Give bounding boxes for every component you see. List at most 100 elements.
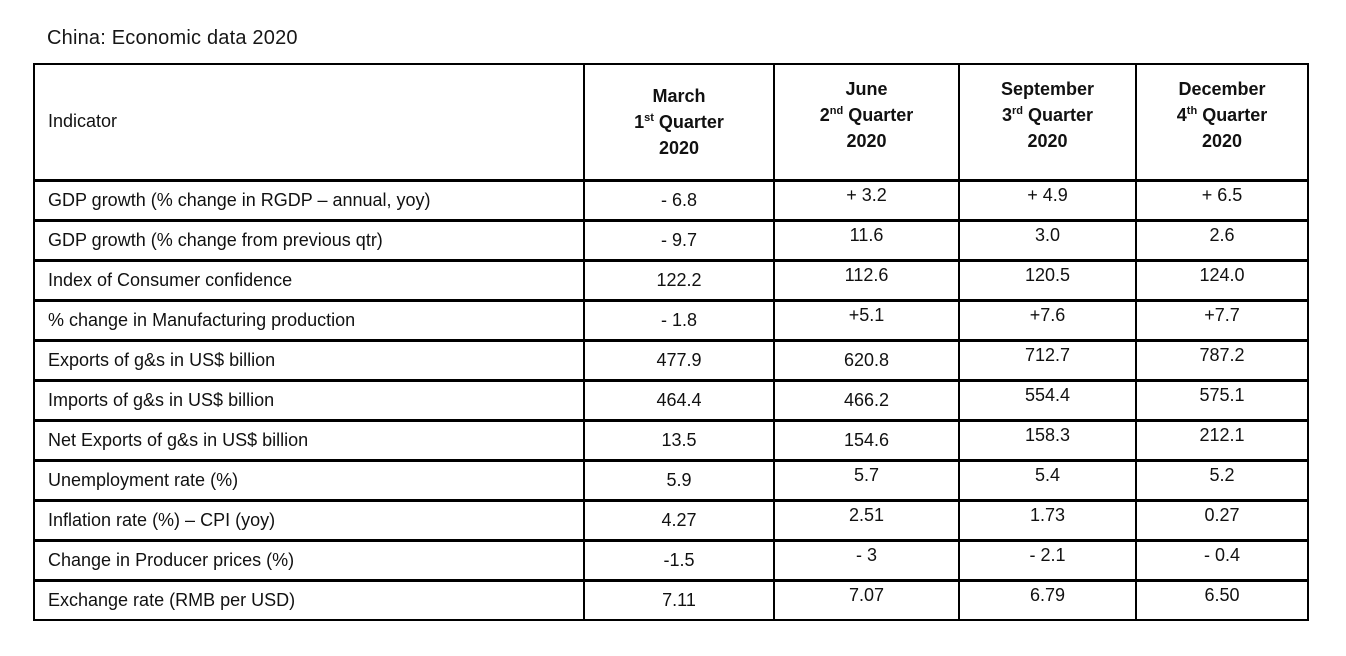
value-cell-december: 0.27 xyxy=(1135,498,1309,541)
value-cell-september: 5.4 xyxy=(958,458,1137,501)
table-row-imports: Imports of g&s in US$ billion 464.4 466.… xyxy=(33,378,1309,421)
quarter-ordinal-line: 1st Quarter xyxy=(586,109,772,135)
quarter-ordinal-suffix: nd xyxy=(829,104,844,117)
value-cell-september: 712.7 xyxy=(958,338,1137,381)
value-cell-december: - 0.4 xyxy=(1135,538,1309,581)
quarter-ordinal: 3 xyxy=(1001,104,1012,125)
value-cell-march: 5.9 xyxy=(583,458,775,501)
quarter-header-text: September 3rd Quarter 2020 xyxy=(961,76,1134,154)
value-cell-june: 7.07 xyxy=(773,578,960,621)
indicator-cell: GDP growth (% change in RGDP – annual, y… xyxy=(33,178,585,221)
quarter-month: September xyxy=(1000,78,1095,99)
value-cell-september: 554.4 xyxy=(958,378,1137,421)
quarter-ordinal-line: 4th Quarter xyxy=(1138,102,1306,128)
value-cell-december: 124.0 xyxy=(1135,258,1309,301)
value-cell-march: 4.27 xyxy=(583,498,775,541)
quarter-ordinal-line: 3rd Quarter xyxy=(961,102,1134,128)
quarter-word: Quarter xyxy=(1202,104,1268,125)
value-cell-december: 6.50 xyxy=(1135,578,1309,621)
indicator-cell: % change in Manufacturing production xyxy=(33,298,585,341)
value-cell-december: 787.2 xyxy=(1135,338,1309,381)
table-row-unemployment: Unemployment rate (%) 5.9 5.7 5.4 5.2 xyxy=(33,458,1309,501)
value-cell-december: + 6.5 xyxy=(1135,178,1309,221)
value-cell-september: + 4.9 xyxy=(958,178,1137,221)
column-header-september-q3: September 3rd Quarter 2020 xyxy=(958,63,1137,181)
quarter-word: Quarter xyxy=(848,104,914,125)
quarter-word: Quarter xyxy=(658,111,724,132)
value-cell-june: 11.6 xyxy=(773,218,960,261)
value-cell-september: - 2.1 xyxy=(958,538,1137,581)
value-cell-march: -1.5 xyxy=(583,538,775,581)
page-title: China: Economic data 2020 xyxy=(47,27,298,49)
quarter-month: December xyxy=(1178,78,1266,99)
value-cell-september: 1.73 xyxy=(958,498,1137,541)
value-cell-december: 575.1 xyxy=(1135,378,1309,421)
value-cell-june: 5.7 xyxy=(773,458,960,501)
table-row-manufacturing-production: % change in Manufacturing production - 1… xyxy=(33,298,1309,341)
economic-data-table: Indicator March 1st Quarter 2020 June 2n… xyxy=(33,63,1309,621)
quarter-year: 2020 xyxy=(1027,130,1068,151)
value-cell-september: 6.79 xyxy=(958,578,1137,621)
quarter-ordinal-suffix: rd xyxy=(1011,104,1023,117)
table-row-consumer-confidence: Index of Consumer confidence 122.2 112.6… xyxy=(33,258,1309,301)
value-cell-june: +5.1 xyxy=(773,298,960,341)
quarter-month: March xyxy=(652,85,706,106)
value-cell-march: 7.11 xyxy=(583,578,775,621)
value-cell-december: +7.7 xyxy=(1135,298,1309,341)
value-cell-june: - 3 xyxy=(773,538,960,581)
table-row-exports: Exports of g&s in US$ billion 477.9 620.… xyxy=(33,338,1309,381)
column-header-june-q2: June 2nd Quarter 2020 xyxy=(773,63,960,181)
indicator-cell: Net Exports of g&s in US$ billion xyxy=(33,418,585,461)
indicator-cell: Exports of g&s in US$ billion xyxy=(33,338,585,381)
quarter-header-text: March 1st Quarter 2020 xyxy=(586,83,772,161)
quarter-year: 2020 xyxy=(846,130,887,151)
value-cell-march: 122.2 xyxy=(583,258,775,301)
header-row: Indicator March 1st Quarter 2020 June 2n… xyxy=(33,63,1309,181)
quarter-ordinal-line: 2nd Quarter xyxy=(776,102,957,128)
value-cell-march: - 1.8 xyxy=(583,298,775,341)
value-cell-march: - 6.8 xyxy=(583,178,775,221)
table-row-producer-prices: Change in Producer prices (%) -1.5 - 3 -… xyxy=(33,538,1309,581)
quarter-year: 2020 xyxy=(658,137,700,158)
value-cell-march: 477.9 xyxy=(583,338,775,381)
table-row-gdp-growth-yoy: GDP growth (% change in RGDP – annual, y… xyxy=(33,178,1309,221)
indicator-cell: Index of Consumer confidence xyxy=(33,258,585,301)
table-row-inflation: Inflation rate (%) – CPI (yoy) 4.27 2.51… xyxy=(33,498,1309,541)
value-cell-march: 13.5 xyxy=(583,418,775,461)
quarter-ordinal: 2 xyxy=(819,104,830,125)
indicator-cell: Imports of g&s in US$ billion xyxy=(33,378,585,421)
value-cell-december: 5.2 xyxy=(1135,458,1309,501)
quarter-header-text: December 4th Quarter 2020 xyxy=(1138,76,1306,154)
value-cell-september: 120.5 xyxy=(958,258,1137,301)
indicator-cell: Change in Producer prices (%) xyxy=(33,538,585,581)
value-cell-june: + 3.2 xyxy=(773,178,960,221)
quarter-word: Quarter xyxy=(1028,104,1094,125)
column-header-december-q4: December 4th Quarter 2020 xyxy=(1135,63,1309,181)
indicator-column-header: Indicator xyxy=(33,63,585,181)
column-header-march-q1: March 1st Quarter 2020 xyxy=(583,63,775,181)
indicator-cell: Unemployment rate (%) xyxy=(33,458,585,501)
table-row-exchange-rate: Exchange rate (RMB per USD) 7.11 7.07 6.… xyxy=(33,578,1309,621)
value-cell-december: 2.6 xyxy=(1135,218,1309,261)
indicator-cell: Exchange rate (RMB per USD) xyxy=(33,578,585,621)
quarter-ordinal: 1 xyxy=(634,111,645,132)
indicator-cell: Inflation rate (%) – CPI (yoy) xyxy=(33,498,585,541)
quarter-month: June xyxy=(845,78,888,99)
quarter-ordinal-suffix: st xyxy=(644,111,654,124)
value-cell-june: 112.6 xyxy=(773,258,960,301)
value-cell-june: 154.6 xyxy=(773,418,960,461)
value-cell-september: +7.6 xyxy=(958,298,1137,341)
quarter-ordinal: 4 xyxy=(1176,104,1187,125)
table-row-net-exports: Net Exports of g&s in US$ billion 13.5 1… xyxy=(33,418,1309,461)
value-cell-june: 620.8 xyxy=(773,338,960,381)
value-cell-june: 466.2 xyxy=(773,378,960,421)
quarter-year: 2020 xyxy=(1201,130,1243,151)
quarter-ordinal-suffix: th xyxy=(1186,104,1198,117)
quarter-header-text: June 2nd Quarter 2020 xyxy=(776,76,957,154)
value-cell-march: 464.4 xyxy=(583,378,775,421)
value-cell-september: 3.0 xyxy=(958,218,1137,261)
table-row-gdp-growth-qtr: GDP growth (% change from previous qtr) … xyxy=(33,218,1309,261)
value-cell-december: 212.1 xyxy=(1135,418,1309,461)
indicator-cell: GDP growth (% change from previous qtr) xyxy=(33,218,585,261)
value-cell-june: 2.51 xyxy=(773,498,960,541)
